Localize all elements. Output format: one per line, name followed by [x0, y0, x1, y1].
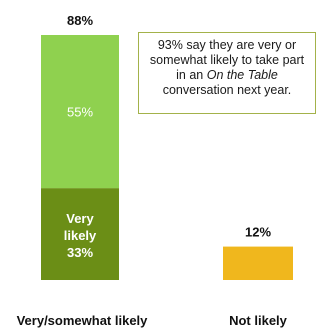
- total-label-likely: 88%: [67, 13, 93, 28]
- annotation-callout: 93% say they are very or somewhat likely…: [138, 32, 316, 114]
- segment-label-very-likely-line-1: Very: [66, 211, 94, 226]
- bar-segment-not-likely: [223, 246, 293, 280]
- annotation-text-italic: On the Table: [206, 68, 278, 82]
- bar-segment-very-likely: [41, 188, 119, 280]
- category-label-not-likely: Not likely: [229, 313, 288, 328]
- category-label-likely: Very/somewhat likely: [17, 313, 149, 328]
- bar-segment-somewhat-likely: [41, 35, 119, 189]
- total-label-not-likely: 12%: [245, 225, 271, 240]
- annotation-text-start: 93% say they are very or somewhat likely…: [149, 38, 305, 82]
- segment-label-very-likely-line-2: likely: [64, 228, 97, 243]
- annotation-text-end: conversation next year.: [162, 83, 292, 97]
- segment-label-very-likely-line-3: 33%: [67, 245, 93, 260]
- segment-label-somewhat-likely: 55%: [67, 105, 93, 120]
